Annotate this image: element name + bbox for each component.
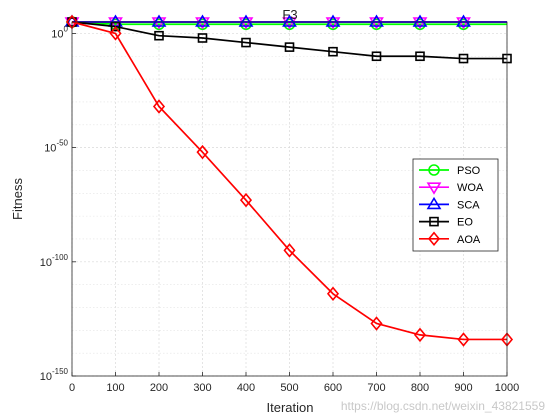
x-axis-label: Iteration <box>267 400 314 415</box>
x-tick-label: 700 <box>367 382 385 394</box>
series-line-pso <box>71 21 507 26</box>
legend-item-woa: WOA <box>419 182 484 195</box>
legend: PSO WOA SCA EO AOA <box>412 158 499 252</box>
legend-marker-aoa <box>427 231 441 247</box>
x-tick-label: 600 <box>324 382 342 394</box>
x-tick-label: 500 <box>280 382 298 394</box>
point-woa <box>282 17 297 30</box>
legend-item-sca: SCA <box>419 196 480 211</box>
point-sca <box>195 14 210 27</box>
point-eo <box>371 51 382 62</box>
point-eo <box>197 33 208 43</box>
chart-title: F3 <box>282 7 297 22</box>
y-tick-label: 10-50 <box>44 139 68 155</box>
ticks: 0 100 200 300 400 500 600 700 800 900 1000 100 10-50… <box>40 24 520 394</box>
point-woa <box>412 17 428 30</box>
point-aoa <box>370 316 383 331</box>
point-woa <box>195 17 210 30</box>
y-axis-label: Fitness <box>10 178 25 220</box>
point-sca <box>325 14 341 27</box>
point-eo <box>284 42 295 52</box>
legend-label-aoa: AOA <box>457 234 481 246</box>
legend-marker-woa <box>426 182 442 195</box>
point-aoa <box>152 99 166 114</box>
legend-item-pso: PSO <box>419 164 481 177</box>
point-sca <box>412 14 428 27</box>
point-eo <box>458 53 469 64</box>
point-woa <box>456 17 471 30</box>
point-aoa <box>239 192 253 208</box>
point-aoa <box>109 26 122 41</box>
point-woa <box>238 17 254 30</box>
point-sca <box>238 14 254 27</box>
point-eo <box>328 46 338 57</box>
point-aoa <box>413 327 427 343</box>
point-woa <box>151 17 167 30</box>
y-tick-label: 10-100 <box>40 253 69 269</box>
point-sca <box>151 14 167 27</box>
legend-item-aoa: AOA <box>419 231 481 247</box>
legend-marker-eo <box>429 216 439 227</box>
x-tick-label: 0 <box>69 382 75 394</box>
point-sca <box>456 14 471 27</box>
legend-label-woa: WOA <box>457 182 484 194</box>
legend-item-eo: EO <box>419 217 473 229</box>
point-eo <box>154 30 164 41</box>
x-tick-label: 900 <box>454 382 472 394</box>
legend-marker-pso <box>428 164 440 176</box>
point-aoa <box>283 243 296 258</box>
point-woa <box>325 17 341 30</box>
point-eo <box>415 51 425 62</box>
point-woa <box>369 17 384 30</box>
y-tick-label: 10-150 <box>40 367 69 383</box>
x-tick-label: 200 <box>150 382 168 394</box>
x-tick-label: 400 <box>237 382 255 394</box>
x-tick-label: 1000 <box>495 382 519 394</box>
point-sca <box>282 14 297 27</box>
legend-label-sca: SCA <box>457 199 480 211</box>
point-eo <box>241 37 251 48</box>
y-tick-label: 100 <box>51 24 68 40</box>
point-aoa <box>326 286 340 302</box>
x-tick-label: 100 <box>106 382 124 394</box>
point-aoa <box>457 332 470 347</box>
x-tick-label: 800 <box>411 382 429 394</box>
legend-label-eo: EO <box>457 217 473 229</box>
point-eo <box>110 21 121 32</box>
legend-label-pso: PSO <box>457 165 481 177</box>
series-line-eo <box>71 21 507 60</box>
watermark: https://blog.csdn.net/weixin_43821559 <box>341 399 545 413</box>
x-tick-label: 300 <box>193 382 211 394</box>
point-sca <box>369 14 384 27</box>
point-aoa <box>196 144 209 160</box>
series-line-aoa <box>71 21 507 341</box>
legend-marker-sca <box>426 196 442 210</box>
